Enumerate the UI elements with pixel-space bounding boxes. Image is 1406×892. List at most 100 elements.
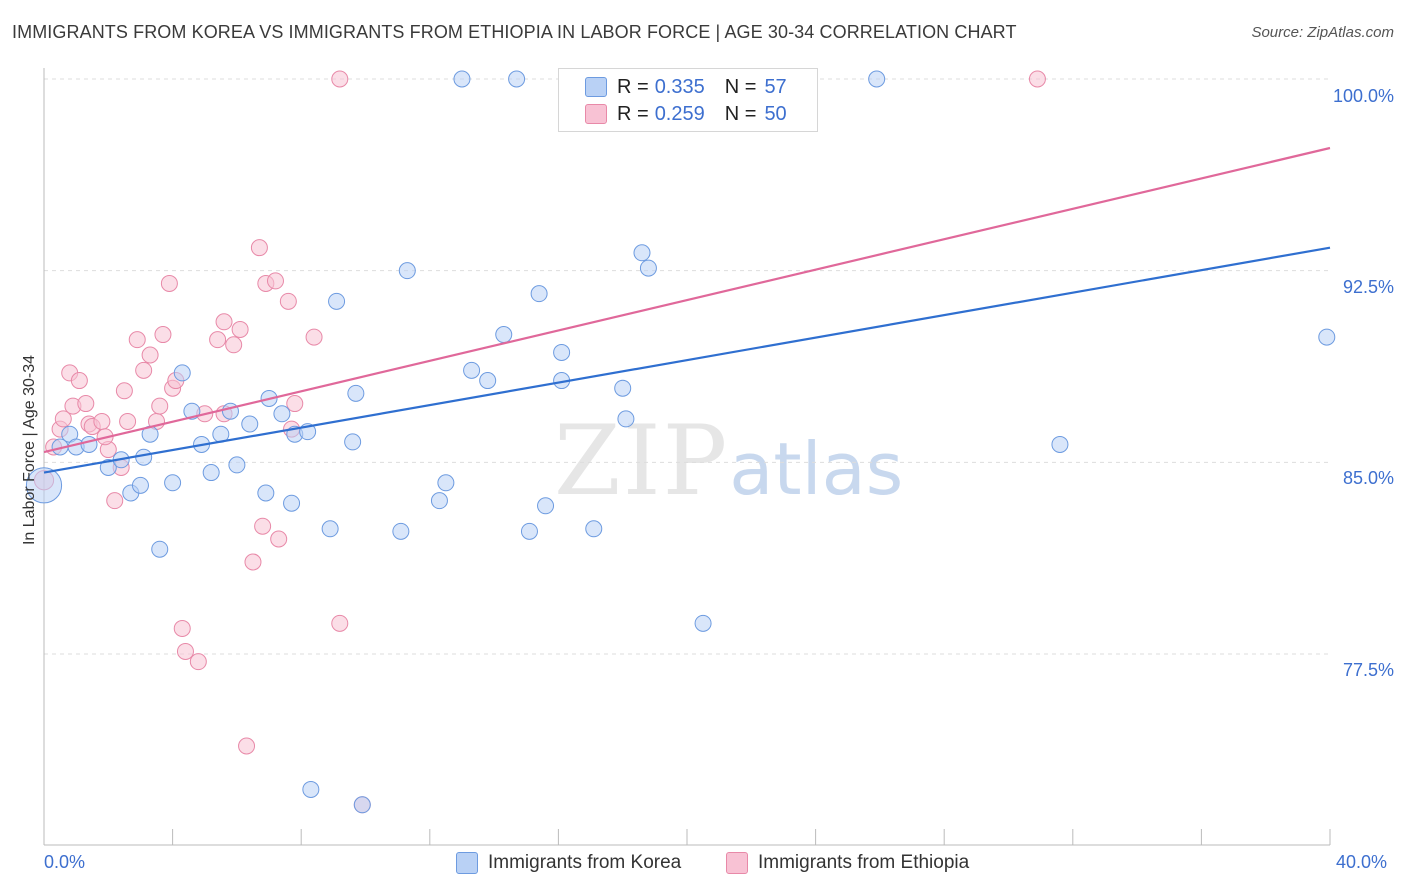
point-korea-52 bbox=[1051, 435, 1069, 453]
point-ethiopia-37 bbox=[254, 517, 272, 535]
x-tick-right: 40.0% bbox=[1336, 852, 1388, 872]
point-korea-40 bbox=[530, 285, 548, 303]
point-korea-20 bbox=[257, 484, 275, 502]
point-korea-10 bbox=[151, 540, 169, 558]
watermark-zip: ZIP bbox=[554, 405, 730, 517]
point-ethiopia-25 bbox=[173, 619, 191, 637]
legend-r-value-ethiopia: 0.259 bbox=[654, 102, 705, 125]
point-korea-53 bbox=[1318, 328, 1336, 346]
legend-row-korea: R = 0.335 N = 57 bbox=[585, 74, 787, 100]
point-ethiopia-6 bbox=[70, 372, 88, 390]
point-korea-42 bbox=[553, 343, 571, 361]
point-ethiopia-3 bbox=[54, 410, 72, 428]
point-korea-48 bbox=[639, 259, 657, 277]
point-ethiopia-14 bbox=[115, 382, 133, 400]
zipatlas-watermark: ZIPatlas bbox=[554, 405, 903, 517]
point-ethiopia-44 bbox=[305, 328, 323, 346]
point-korea-0 bbox=[25, 467, 63, 504]
point-ethiopia-45 bbox=[331, 614, 349, 632]
point-korea-35 bbox=[463, 361, 481, 379]
point-ethiopia-7 bbox=[77, 395, 95, 413]
legend-n-value-ethiopia: 50 bbox=[764, 102, 787, 125]
point-korea-18 bbox=[228, 456, 246, 474]
point-korea-31 bbox=[398, 262, 416, 280]
point-korea-15 bbox=[202, 464, 220, 482]
bottom-legend-ethiopia[interactable]: Immigrants from Ethiopia bbox=[726, 852, 969, 874]
legend-r-label-ethiopia: R = bbox=[617, 102, 649, 125]
x-tick-left: 0.0% bbox=[44, 852, 86, 872]
point-korea-33 bbox=[437, 474, 455, 492]
chart-title: IMMIGRANTS FROM KOREA VS IMMIGRANTS FROM… bbox=[12, 22, 1017, 42]
point-korea-36 bbox=[479, 372, 497, 390]
point-korea-29 bbox=[347, 384, 365, 402]
bottom-legend-label-ethiopia: Immigrants from Ethiopia bbox=[758, 852, 970, 873]
point-ethiopia-17 bbox=[135, 361, 153, 379]
point-ethiopia-34 bbox=[238, 737, 256, 755]
point-ethiopia-26 bbox=[176, 642, 194, 660]
trendline-korea bbox=[43, 246, 1331, 474]
source-credit[interactable]: Source: ZipAtlas.com bbox=[1251, 24, 1394, 41]
point-ethiopia-21 bbox=[154, 326, 172, 344]
point-korea-8 bbox=[131, 476, 149, 494]
point-korea-27 bbox=[328, 292, 346, 310]
point-korea-23 bbox=[283, 494, 301, 512]
legend-n-label-ethiopia: N = bbox=[724, 102, 757, 125]
bottom-legend-swatch-korea bbox=[456, 852, 478, 874]
point-ethiopia-40 bbox=[270, 530, 288, 548]
point-ethiopia-41 bbox=[279, 292, 297, 310]
point-ethiopia-36 bbox=[250, 239, 268, 257]
point-ethiopia-39 bbox=[266, 272, 284, 290]
point-ethiopia-32 bbox=[225, 336, 243, 354]
legend-n-label-korea: N = bbox=[724, 75, 757, 98]
point-korea-55 bbox=[353, 796, 371, 814]
legend-swatch-ethiopia bbox=[585, 104, 607, 124]
point-korea-50 bbox=[694, 614, 712, 632]
watermark-atlas: atlas bbox=[729, 427, 904, 511]
point-korea-28 bbox=[344, 433, 362, 451]
point-korea-44 bbox=[585, 520, 603, 538]
point-ethiopia-33 bbox=[231, 320, 249, 338]
point-korea-51 bbox=[868, 70, 886, 88]
legend-swatch-korea bbox=[585, 77, 607, 97]
point-ethiopia-16 bbox=[128, 331, 146, 349]
y-tick-85: 85.0% bbox=[1342, 468, 1394, 488]
point-korea-34 bbox=[453, 70, 471, 88]
legend-r-label-korea: R = bbox=[617, 75, 649, 98]
y-tick-100: 100.0% bbox=[1332, 86, 1394, 106]
point-ethiopia-20 bbox=[151, 397, 169, 415]
point-korea-5 bbox=[99, 458, 117, 476]
point-ethiopia-46 bbox=[331, 70, 349, 88]
point-korea-37 bbox=[495, 326, 513, 344]
bottom-legend-label-korea: Immigrants from Korea bbox=[488, 852, 682, 873]
point-ethiopia-48 bbox=[1028, 70, 1046, 88]
correlation-legend: R = 0.335 N = 57 R = 0.259 N = 50 bbox=[558, 68, 818, 132]
point-ethiopia-18 bbox=[141, 346, 159, 364]
point-korea-22 bbox=[273, 405, 291, 423]
point-ethiopia-30 bbox=[215, 313, 233, 331]
point-korea-19 bbox=[241, 415, 259, 433]
point-korea-47 bbox=[633, 244, 651, 262]
point-korea-11 bbox=[164, 474, 182, 492]
point-korea-32 bbox=[430, 492, 448, 510]
bottom-legend-swatch-ethiopia bbox=[726, 852, 748, 874]
point-korea-30 bbox=[392, 522, 410, 540]
point-korea-39 bbox=[520, 522, 538, 540]
point-ethiopia-22 bbox=[160, 274, 178, 292]
legend-r-value-korea: 0.335 bbox=[654, 75, 705, 98]
legend-row-ethiopia: R = 0.259 N = 50 bbox=[585, 101, 787, 127]
legend-n-value-korea: 57 bbox=[764, 75, 787, 98]
y-tick-92-5: 92.5% bbox=[1342, 277, 1394, 297]
trendline-ethiopia bbox=[43, 146, 1331, 454]
y-axis-label: In Labor Force | Age 30-34 bbox=[21, 354, 38, 546]
point-korea-45 bbox=[614, 379, 632, 397]
point-ethiopia-15 bbox=[119, 412, 137, 430]
point-korea-54 bbox=[302, 780, 320, 798]
bottom-legend-korea[interactable]: Immigrants from Korea bbox=[456, 852, 681, 874]
point-korea-41 bbox=[537, 497, 555, 515]
y-tick-77-5: 77.5% bbox=[1342, 660, 1394, 680]
point-ethiopia-27 bbox=[189, 653, 207, 671]
point-korea-38 bbox=[508, 70, 526, 88]
point-korea-46 bbox=[617, 410, 635, 428]
point-korea-4 bbox=[80, 435, 98, 453]
